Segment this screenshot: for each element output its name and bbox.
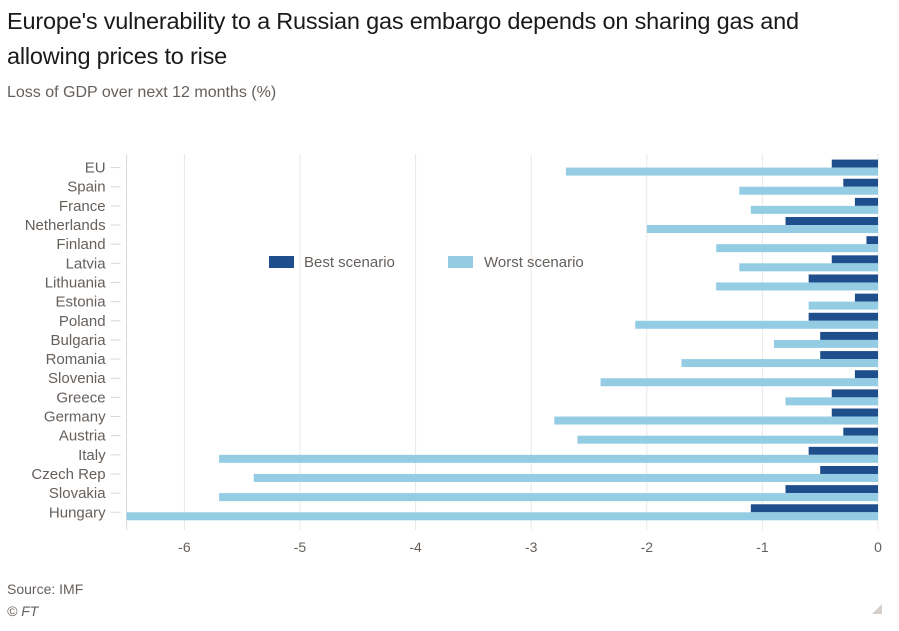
bar-best-slovakia [785, 485, 878, 494]
bar-best-italy [808, 446, 878, 455]
chart-title: Europe's vulnerability to a Russian gas … [7, 8, 799, 69]
x-tick-label: -3 [525, 539, 538, 555]
bar-worst-estonia [808, 301, 878, 310]
y-tick-label: Bulgaria [51, 332, 107, 349]
x-axis-labels: -6 -5 -4 -3 -2 -1 0 [178, 539, 882, 555]
bar-best-latvia [831, 255, 878, 264]
y-tick-label: Czech Rep [31, 466, 105, 483]
bar-worst-austria [577, 435, 878, 444]
bar-worst-poland [635, 320, 878, 329]
y-tick-label: Slovenia [48, 370, 106, 387]
bar-worst-lithuania [716, 282, 878, 291]
bar-worst-netherlands [646, 225, 878, 234]
y-tick-label: Germany [44, 409, 106, 426]
bar-worst-czech-rep [253, 473, 878, 482]
bar-worst-eu [565, 167, 878, 176]
bar-worst-germany [554, 416, 878, 425]
y-tick-label: Greece [56, 389, 105, 406]
bar-best-romania [820, 351, 878, 360]
bar-worst-france [750, 205, 878, 214]
bar-worst-slovenia [600, 378, 878, 387]
x-tick-label: 0 [874, 539, 882, 555]
x-tick-label: -2 [641, 539, 654, 555]
bar-worst-italy [219, 454, 878, 463]
copyright-note: © FT [7, 603, 39, 619]
legend-swatch-worst [448, 256, 473, 268]
y-tick-label: EU [85, 160, 106, 177]
bar-best-finland [866, 236, 878, 245]
y-tick-label: Slovakia [49, 485, 106, 502]
y-tick-label: Romania [46, 351, 107, 368]
bar-worst-slovakia [219, 493, 878, 502]
bar-best-poland [808, 312, 878, 321]
bar-best-estonia [854, 293, 878, 302]
x-tick-label: -1 [756, 539, 769, 555]
gridlines [110, 154, 879, 530]
x-tick-label: -5 [294, 539, 307, 555]
y-axis-labels: EU Spain France Netherlands Finland Latvia Lit… [25, 160, 107, 522]
bar-best-spain [843, 178, 878, 187]
bar-best-hungary [750, 504, 878, 513]
bar-worst-romania [681, 359, 878, 368]
x-tick-label: -6 [178, 539, 191, 555]
bar-worst-latvia [739, 263, 878, 272]
chart-subtitle: Loss of GDP over next 12 months (%) [7, 84, 277, 101]
bar-worst-greece [785, 397, 878, 406]
bar-best-netherlands [785, 217, 878, 226]
bar-best-slovenia [854, 370, 878, 379]
legend-label-worst: Worst scenario [484, 254, 584, 271]
bar-best-eu [831, 159, 878, 168]
bar-worst-spain [739, 186, 878, 195]
y-tick-label: Hungary [49, 504, 106, 521]
y-tick-label: Italy [78, 447, 106, 464]
bar-best-france [854, 197, 878, 206]
bar-worst-hungary [126, 512, 879, 521]
bar-worst-bulgaria [773, 339, 878, 348]
legend-swatch-best [269, 256, 294, 268]
y-tick-label: Estonia [56, 294, 107, 311]
bar-best-germany [831, 408, 878, 417]
y-tick-label: Netherlands [25, 217, 106, 234]
bar-best-lithuania [808, 274, 878, 283]
legend-label-best: Best scenario [304, 254, 395, 271]
x-tick-label: -4 [409, 539, 422, 555]
bar-worst-finland [716, 244, 878, 253]
y-tick-label: France [59, 198, 106, 215]
bar-best-greece [831, 389, 878, 398]
source-note: Source: IMF [7, 581, 84, 597]
bar-best-bulgaria [820, 331, 878, 340]
y-tick-label: Poland [59, 313, 106, 330]
bar-best-czech-rep [820, 465, 878, 474]
y-tick-label: Spain [67, 179, 105, 196]
y-tick-label: Latvia [66, 255, 107, 272]
y-tick-label: Austria [59, 428, 106, 445]
corner-mark-icon [872, 604, 882, 614]
y-tick-label: Finland [56, 236, 105, 253]
legend: Best scenario Worst scenario [269, 254, 584, 271]
y-tick-label: Lithuania [45, 274, 107, 291]
bar-best-austria [843, 427, 878, 436]
bars [126, 159, 879, 521]
